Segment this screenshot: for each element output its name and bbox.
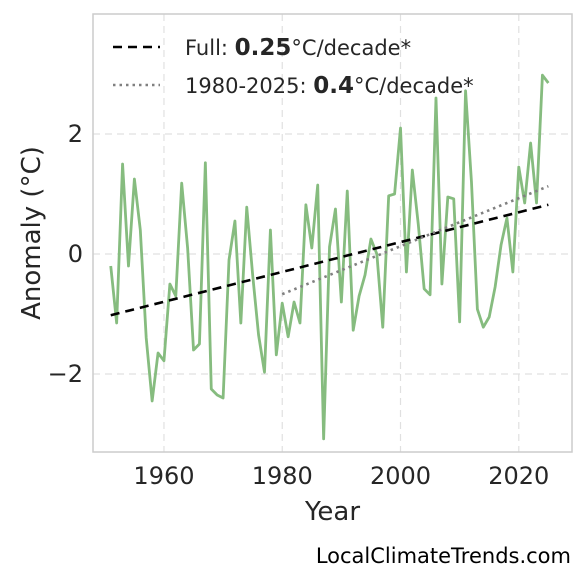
legend: Full: 0.25°C/decade* 1980-2025: 0.4°C/dec…	[113, 35, 474, 99]
grid-lines	[93, 14, 572, 452]
tick-labels: 1960 1980 2000 2020 −2 0 2	[48, 120, 550, 490]
trend-line-full	[110, 203, 549, 317]
plot-frame	[92, 13, 573, 453]
anomaly-series-line	[109, 73, 550, 441]
y-tick-label: 2	[68, 120, 83, 148]
trend-line-1980-2025	[281, 184, 549, 296]
series-layer	[109, 73, 550, 441]
x-tick-label: 2000	[370, 462, 431, 490]
x-tick-label: 1960	[133, 462, 194, 490]
x-axis-label: Year	[304, 497, 360, 527]
legend-entry: 1980-2025: 0.4°C/decade*	[185, 73, 474, 99]
y-tick-label: 0	[68, 240, 83, 268]
y-axis-label: Anomaly (°C)	[17, 146, 47, 320]
x-tick-label: 1980	[252, 462, 313, 490]
legend-entry: Full: 0.25°C/decade*	[185, 35, 411, 61]
watermark: LocalClimateTrends.com	[315, 544, 571, 568]
y-tick-label: −2	[48, 360, 83, 388]
x-tick-label: 2020	[488, 462, 549, 490]
